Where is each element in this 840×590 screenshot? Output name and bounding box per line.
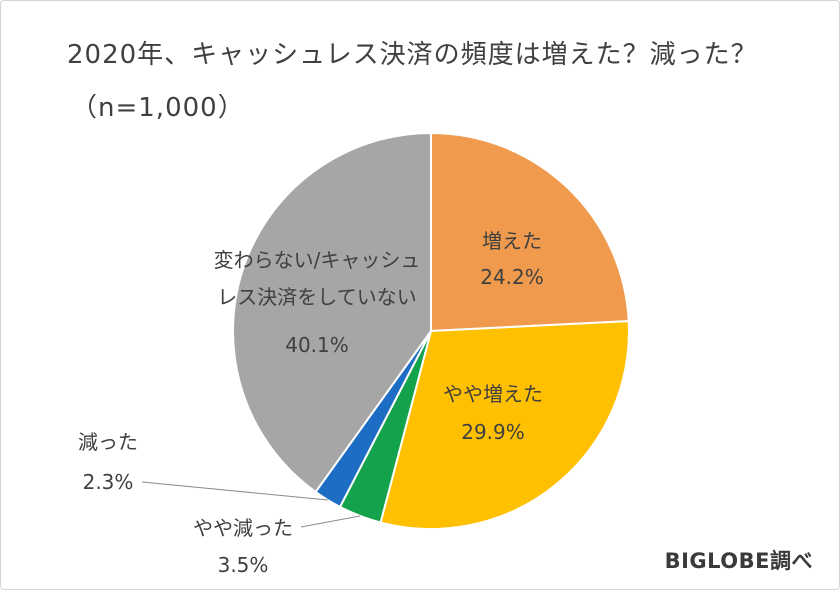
slice-pct-1: 29.9% [461, 420, 525, 444]
slice-pct-0: 24.2% [480, 265, 544, 289]
leader-line-2 [300, 515, 361, 528]
slice-pct-3: 2.3% [83, 470, 134, 494]
slice-label-1: やや増えた [443, 382, 543, 406]
pie-slice-1 [379, 320, 630, 530]
pie-slice-0 [430, 132, 630, 332]
slice-label-4-line-0: 変わらない/キャッシュ [214, 248, 421, 272]
slice-pct-2: 3.5% [218, 553, 269, 577]
source-note: BIGLOBE調べ [664, 549, 813, 573]
leader-line-3 [141, 481, 329, 501]
pie-slice-4 [232, 132, 432, 493]
slice-label-0: 増えた [482, 229, 542, 253]
slice-label-4-line-1: レス決済をしていない [217, 285, 416, 309]
slice-pct-4: 40.1% [285, 333, 349, 357]
chart-subtitle: （n=1,000） [71, 93, 245, 123]
slice-label-2: やや減った [193, 516, 293, 540]
slice-label-3: 減った [78, 430, 138, 454]
chart-title: 2020年、キャッシュレス決済の頻度は増えた？減った？ [67, 40, 758, 70]
